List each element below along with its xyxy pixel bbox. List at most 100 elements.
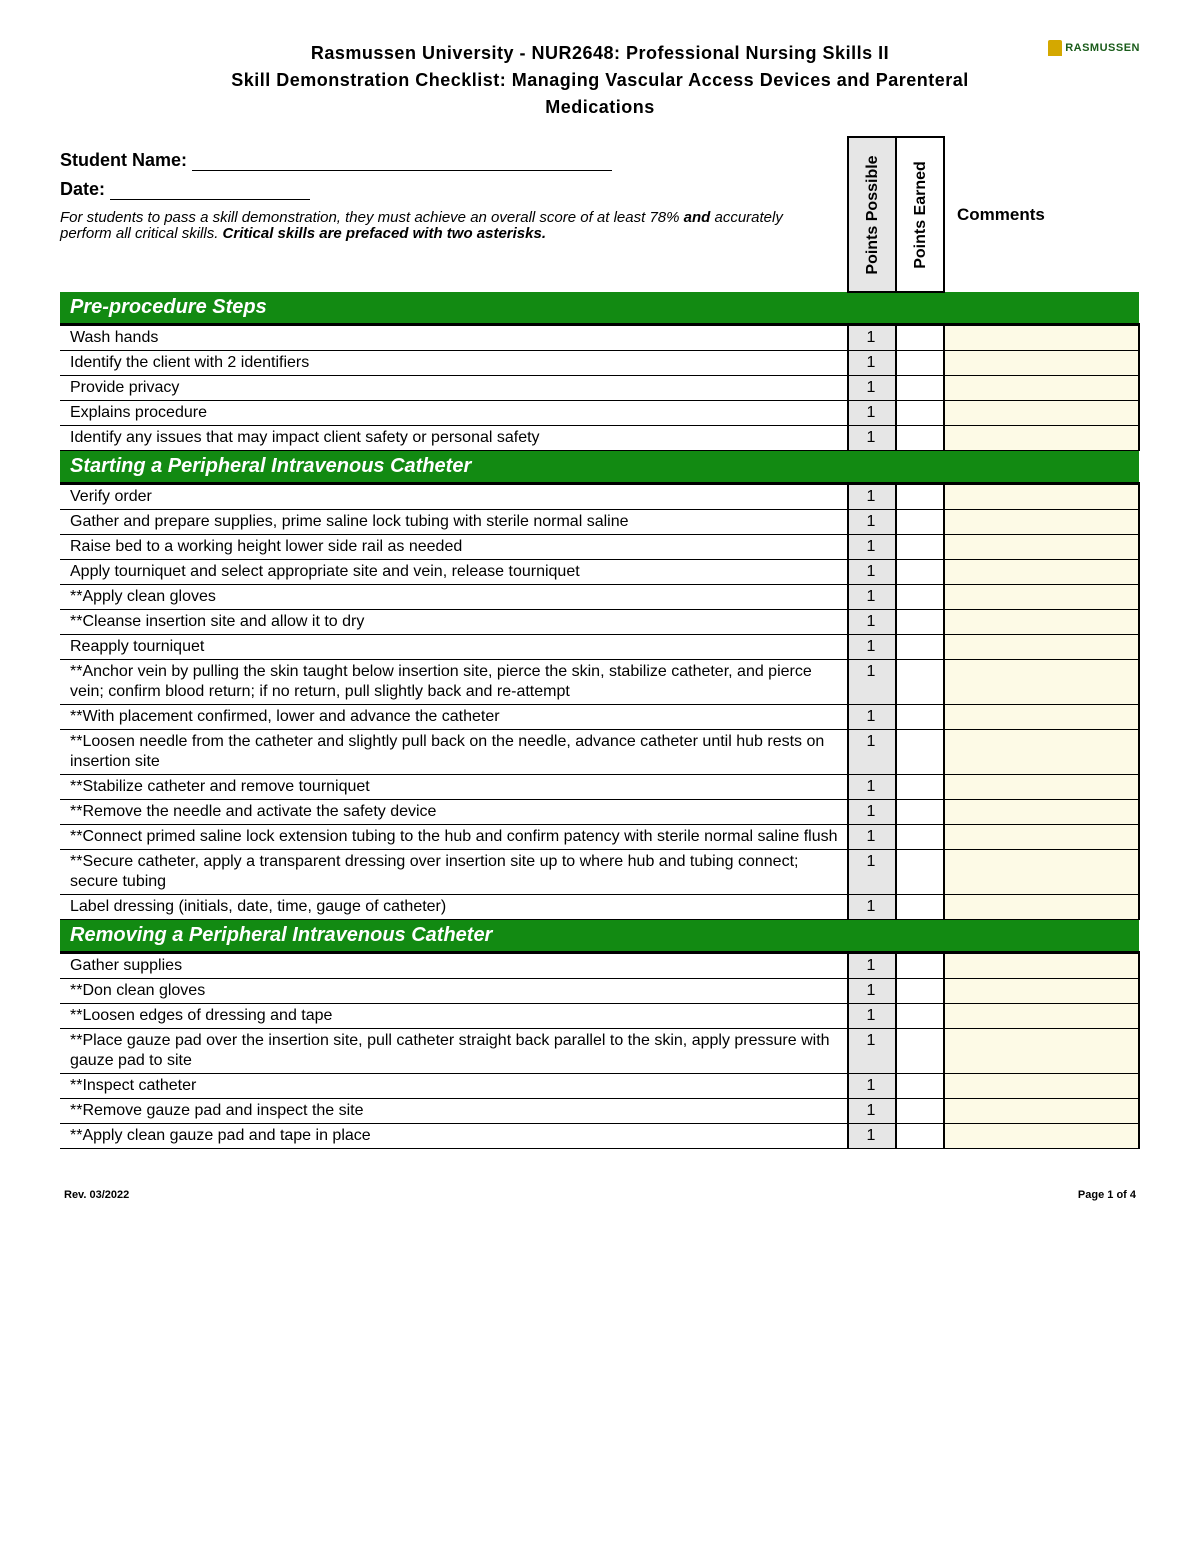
points-earned-cell[interactable] xyxy=(896,325,944,351)
section-pts xyxy=(848,451,896,484)
table-row: Wash hands1 xyxy=(60,325,1139,351)
table-row: **Connect primed saline lock extension t… xyxy=(60,825,1139,850)
points-earned-cell[interactable] xyxy=(896,560,944,585)
comments-cell[interactable] xyxy=(944,325,1139,351)
comments-cell[interactable] xyxy=(944,484,1139,510)
points-earned-cell[interactable] xyxy=(896,979,944,1004)
table-row: Explains procedure1 xyxy=(60,401,1139,426)
comments-cell[interactable] xyxy=(944,635,1139,660)
date-blank[interactable] xyxy=(110,180,310,200)
comments-cell[interactable] xyxy=(944,1004,1139,1029)
table-row: **Remove gauze pad and inspect the site1 xyxy=(60,1099,1139,1124)
comments-cell[interactable] xyxy=(944,800,1139,825)
section-earn xyxy=(896,451,944,484)
points-earned-cell[interactable] xyxy=(896,775,944,800)
comments-cell[interactable] xyxy=(944,1074,1139,1099)
comments-cell[interactable] xyxy=(944,1099,1139,1124)
table-row: Gather and prepare supplies, prime salin… xyxy=(60,510,1139,535)
points-earned-cell[interactable] xyxy=(896,800,944,825)
comments-cell[interactable] xyxy=(944,560,1139,585)
points-possible-cell: 1 xyxy=(848,705,896,730)
comments-cell[interactable] xyxy=(944,401,1139,426)
comments-cell[interactable] xyxy=(944,705,1139,730)
step-text: Label dressing (initials, date, time, ga… xyxy=(60,895,848,920)
comments-cell[interactable] xyxy=(944,510,1139,535)
table-row: **Place gauze pad over the insertion sit… xyxy=(60,1029,1139,1074)
points-earned-cell[interactable] xyxy=(896,825,944,850)
points-earned-cell[interactable] xyxy=(896,351,944,376)
comments-cell[interactable] xyxy=(944,351,1139,376)
points-possible-cell: 1 xyxy=(848,376,896,401)
points-possible-cell: 1 xyxy=(848,635,896,660)
comments-cell[interactable] xyxy=(944,775,1139,800)
table-row: **Cleanse insertion site and allow it to… xyxy=(60,610,1139,635)
step-text: **Cleanse insertion site and allow it to… xyxy=(60,610,848,635)
comments-cell[interactable] xyxy=(944,895,1139,920)
comments-cell[interactable] xyxy=(944,610,1139,635)
section-com xyxy=(944,451,1139,484)
step-text: Reapply tourniquet xyxy=(60,635,848,660)
points-earned-cell[interactable] xyxy=(896,535,944,560)
points-earned-cell[interactable] xyxy=(896,484,944,510)
points-earned-cell[interactable] xyxy=(896,426,944,451)
document-header: RASMUSSEN Rasmussen University - NUR2648… xyxy=(60,40,1140,121)
step-text: Apply tourniquet and select appropriate … xyxy=(60,560,848,585)
section-title: Pre-procedure Steps xyxy=(60,292,848,325)
points-possible-header: Points Possible xyxy=(864,145,882,285)
points-earned-cell[interactable] xyxy=(896,895,944,920)
comments-cell[interactable] xyxy=(944,1124,1139,1149)
step-text: **Loosen needle from the catheter and sl… xyxy=(60,730,848,775)
comments-cell[interactable] xyxy=(944,979,1139,1004)
points-possible-cell: 1 xyxy=(848,953,896,979)
points-earned-cell[interactable] xyxy=(896,635,944,660)
points-possible-cell: 1 xyxy=(848,1074,896,1099)
points-earned-cell[interactable] xyxy=(896,953,944,979)
step-text: Gather and prepare supplies, prime salin… xyxy=(60,510,848,535)
instructions: For students to pass a skill demonstrati… xyxy=(60,210,837,242)
comments-cell[interactable] xyxy=(944,953,1139,979)
points-earned-cell[interactable] xyxy=(896,610,944,635)
points-earned-cell[interactable] xyxy=(896,850,944,895)
step-text: **With placement confirmed, lower and ad… xyxy=(60,705,848,730)
comments-cell[interactable] xyxy=(944,730,1139,775)
points-possible-cell: 1 xyxy=(848,585,896,610)
points-earned-cell[interactable] xyxy=(896,1124,944,1149)
points-earned-cell[interactable] xyxy=(896,705,944,730)
table-row: **Stabilize catheter and remove tourniqu… xyxy=(60,775,1139,800)
points-earned-cell[interactable] xyxy=(896,1074,944,1099)
comments-cell[interactable] xyxy=(944,535,1139,560)
points-earned-cell[interactable] xyxy=(896,1029,944,1074)
student-name-blank[interactable] xyxy=(192,151,612,171)
comments-cell[interactable] xyxy=(944,426,1139,451)
step-text: Identify the client with 2 identifiers xyxy=(60,351,848,376)
col-comments: Comments xyxy=(944,137,1139,292)
points-earned-cell[interactable] xyxy=(896,1099,944,1124)
checklist-table: Student Name: Date: For students to pass… xyxy=(60,136,1140,1149)
comments-cell[interactable] xyxy=(944,585,1139,610)
table-row: **Loosen edges of dressing and tape1 xyxy=(60,1004,1139,1029)
step-text: Raise bed to a working height lower side… xyxy=(60,535,848,560)
points-possible-cell: 1 xyxy=(848,610,896,635)
points-earned-cell[interactable] xyxy=(896,1004,944,1029)
points-earned-cell[interactable] xyxy=(896,585,944,610)
step-text: **Place gauze pad over the insertion sit… xyxy=(60,1029,848,1074)
date-field[interactable]: Date: xyxy=(60,179,837,200)
points-earned-cell[interactable] xyxy=(896,376,944,401)
step-text: Verify order xyxy=(60,484,848,510)
comments-cell[interactable] xyxy=(944,850,1139,895)
points-earned-cell[interactable] xyxy=(896,660,944,705)
step-text: Gather supplies xyxy=(60,953,848,979)
student-name-field[interactable]: Student Name: xyxy=(60,150,837,171)
comments-cell[interactable] xyxy=(944,1029,1139,1074)
section-com xyxy=(944,292,1139,325)
points-earned-cell[interactable] xyxy=(896,730,944,775)
comments-cell[interactable] xyxy=(944,825,1139,850)
comments-cell[interactable] xyxy=(944,376,1139,401)
date-label: Date: xyxy=(60,179,105,199)
points-earned-header: Points Earned xyxy=(912,145,930,285)
points-earned-cell[interactable] xyxy=(896,401,944,426)
rasmussen-logo: RASMUSSEN xyxy=(1048,40,1140,57)
footer-page: Page 1 of 4 xyxy=(1078,1189,1136,1201)
comments-cell[interactable] xyxy=(944,660,1139,705)
points-earned-cell[interactable] xyxy=(896,510,944,535)
